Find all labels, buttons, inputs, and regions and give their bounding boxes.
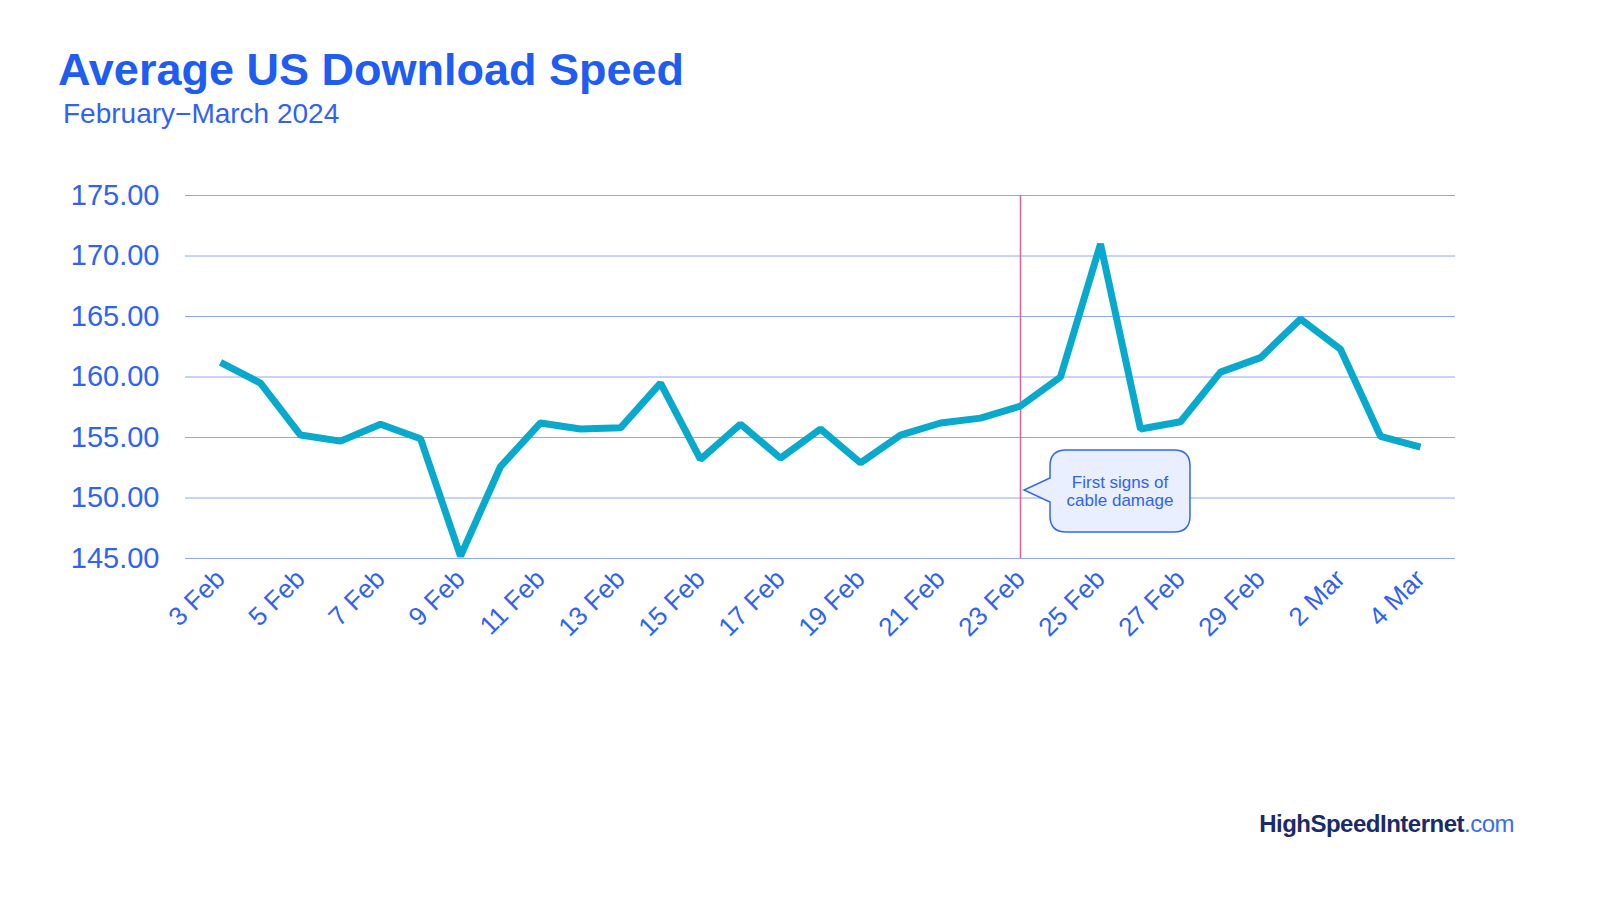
svg-text:29 Feb: 29 Feb bbox=[1192, 563, 1270, 641]
svg-text:4 Mar: 4 Mar bbox=[1362, 563, 1430, 631]
svg-text:21 Feb: 21 Feb bbox=[872, 563, 950, 641]
svg-text:160.00: 160.00 bbox=[71, 360, 160, 392]
svg-text:150.00: 150.00 bbox=[71, 481, 160, 513]
svg-text:17 Feb: 17 Feb bbox=[712, 563, 790, 641]
svg-text:11 Feb: 11 Feb bbox=[474, 563, 551, 640]
svg-text:155.00: 155.00 bbox=[71, 421, 160, 453]
svg-text:9 Feb: 9 Feb bbox=[402, 563, 470, 631]
svg-text:19 Feb: 19 Feb bbox=[792, 563, 870, 641]
svg-text:27 Feb: 27 Feb bbox=[1112, 563, 1190, 641]
svg-text:7 Feb: 7 Feb bbox=[322, 563, 390, 631]
html-text:Average US Download Speed: Average US Download Speed bbox=[58, 44, 684, 95]
svg-text:13 Feb: 13 Feb bbox=[552, 563, 630, 641]
svg-text:175.00: 175.00 bbox=[71, 179, 160, 211]
svg-text:23 Feb: 23 Feb bbox=[952, 563, 1030, 641]
svg-text:2 Mar: 2 Mar bbox=[1282, 563, 1350, 631]
svg-text:170.00: 170.00 bbox=[71, 239, 160, 271]
svg-text:165.00: 165.00 bbox=[71, 300, 160, 332]
svg-text:cable damage: cable damage bbox=[1067, 491, 1174, 510]
svg-text:145.00: 145.00 bbox=[71, 542, 160, 574]
html-text:February−March 2024: February−March 2024 bbox=[63, 98, 340, 129]
svg-text:25 Feb: 25 Feb bbox=[1032, 563, 1110, 641]
svg-text:3 Feb: 3 Feb bbox=[162, 563, 230, 631]
html-text:HighSpeedInternet.com: HighSpeedInternet.com bbox=[1259, 810, 1514, 837]
svg-text:5 Feb: 5 Feb bbox=[242, 563, 310, 631]
svg-text:First signs of: First signs of bbox=[1072, 473, 1169, 492]
svg-text:15 Feb: 15 Feb bbox=[632, 563, 710, 641]
